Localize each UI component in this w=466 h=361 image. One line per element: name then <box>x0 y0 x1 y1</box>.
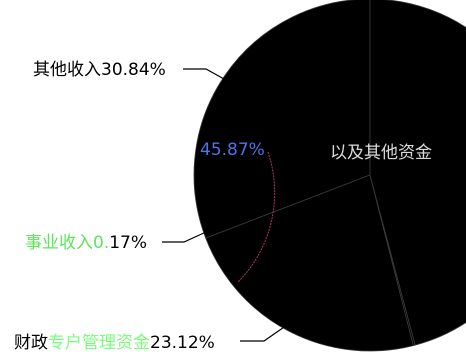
pie-label-other: 其他收入30.84% <box>33 60 166 80</box>
leader-fiscal <box>240 322 291 342</box>
pie-label-business: 事业收入0.17% <box>25 233 147 253</box>
pie-label-main-pct: 45.87% <box>200 140 265 160</box>
pie-slice-0 <box>193 0 371 239</box>
leader-other <box>183 68 225 80</box>
emphasis-arc <box>237 151 276 283</box>
pie-label-overlap: 以及其他资金 <box>330 143 432 163</box>
leader-business <box>162 231 207 243</box>
pie-label-fiscal: 财政专户管理资金23.12% <box>14 333 215 353</box>
leader-main <box>277 149 320 153</box>
pie-slice-3 <box>369 0 466 346</box>
pie-slice-1 <box>205 174 414 352</box>
